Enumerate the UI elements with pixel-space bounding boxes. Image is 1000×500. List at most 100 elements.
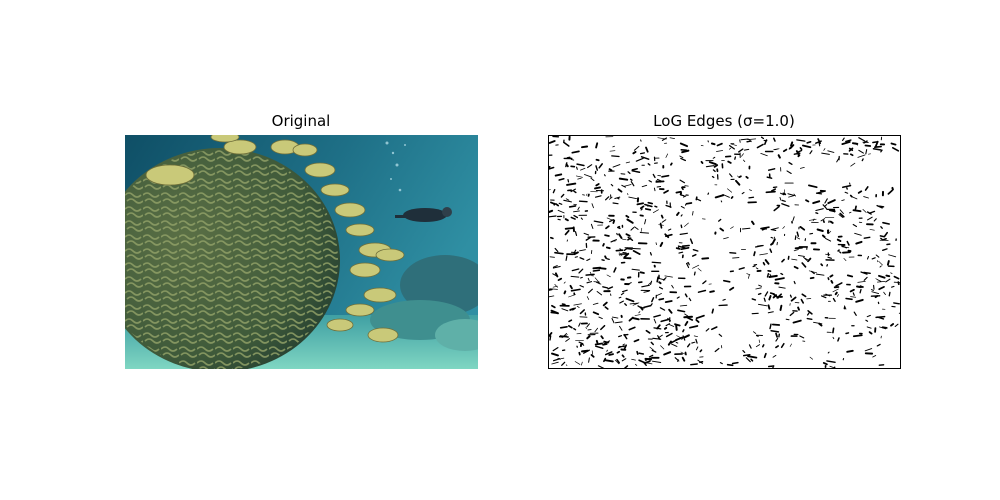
edge-stroke	[755, 344, 761, 348]
edge-stroke	[843, 257, 847, 261]
edge-stroke	[587, 288, 593, 294]
edge-stroke	[594, 186, 601, 190]
edge-stroke	[618, 233, 623, 239]
edge-stroke	[679, 142, 689, 148]
edge-stroke	[738, 267, 745, 270]
edge-stroke	[627, 237, 632, 241]
edge-stroke	[801, 144, 812, 149]
edge-stroke	[858, 149, 864, 154]
edge-stroke	[609, 150, 616, 152]
edge-stroke	[581, 145, 589, 149]
edge-stroke	[790, 296, 797, 302]
edge-stroke	[679, 179, 686, 184]
edge-stroke	[632, 317, 640, 321]
edge-stroke	[868, 210, 876, 214]
edge-stroke	[718, 333, 723, 337]
edge-stroke	[729, 286, 735, 291]
edge-stroke	[688, 297, 692, 302]
edge-stroke	[712, 156, 716, 159]
brain-coral	[125, 148, 340, 369]
edge-stroke	[552, 265, 558, 268]
edge-stroke	[815, 192, 823, 195]
edge-stroke	[787, 193, 795, 197]
edge-stroke	[641, 284, 650, 288]
edge-stroke	[636, 350, 639, 355]
edge-stroke	[618, 177, 629, 181]
edge-stroke	[628, 282, 632, 285]
edge-stroke	[762, 344, 765, 348]
edge-stroke	[772, 354, 777, 358]
edge-stroke	[628, 326, 636, 331]
edge-stroke	[761, 227, 767, 231]
edge-stroke	[732, 257, 740, 259]
edge-stroke	[643, 304, 652, 309]
edge-stroke	[663, 351, 672, 356]
edge-stroke	[716, 150, 724, 152]
edge-stroke	[854, 232, 862, 236]
edge-stroke	[603, 174, 606, 177]
edge-stroke	[626, 247, 633, 250]
edge-stroke	[735, 179, 741, 186]
edge-stroke	[837, 249, 840, 252]
edge-stroke	[760, 152, 768, 157]
edge-stroke	[863, 236, 871, 239]
edge-stroke	[726, 363, 734, 367]
edge-stroke	[792, 319, 802, 324]
edge-stroke	[658, 224, 664, 226]
edge-stroke	[841, 199, 845, 202]
edge-stroke	[669, 137, 675, 139]
edge-stroke	[663, 189, 669, 194]
edge-stroke	[557, 277, 563, 281]
edge-stroke	[854, 205, 857, 210]
edge-stroke	[621, 354, 625, 358]
edge-stroke	[799, 147, 803, 151]
edge-stroke	[604, 359, 614, 363]
edge-stroke	[807, 310, 813, 315]
edge-stroke	[630, 181, 635, 187]
edge-stroke	[768, 274, 778, 278]
edge-stroke	[869, 229, 875, 231]
edge-stroke	[846, 349, 854, 353]
edge-stroke	[886, 260, 890, 266]
edge-stroke	[605, 225, 610, 230]
edge-stroke	[890, 323, 895, 327]
edge-stroke	[639, 205, 645, 210]
edge-stroke	[751, 220, 755, 226]
edge-stroke	[639, 152, 646, 155]
edge-stroke	[689, 238, 694, 245]
edge-stroke	[730, 226, 734, 229]
edge-stroke	[745, 175, 749, 179]
edge-stroke	[825, 253, 831, 256]
edge-stroke	[758, 284, 763, 287]
edge-stroke	[656, 185, 662, 188]
edge-stroke	[710, 142, 716, 146]
edge-stroke	[627, 171, 631, 175]
edge-stroke	[712, 169, 716, 173]
edge-stroke	[855, 298, 864, 303]
edge-stroke	[751, 298, 757, 301]
edge-stroke	[693, 271, 696, 276]
edge-stroke	[626, 218, 634, 224]
edge-stroke	[608, 353, 614, 356]
edge-stroke	[708, 161, 717, 166]
edge-stroke	[594, 342, 603, 346]
edge-stroke	[681, 149, 690, 154]
edge-stroke	[651, 349, 657, 353]
edge-stroke	[634, 226, 639, 230]
edge-stroke	[566, 182, 577, 186]
edge-stroke	[743, 148, 750, 151]
edge-stroke	[580, 167, 586, 171]
edge-stroke	[610, 239, 617, 243]
edge-stroke	[773, 137, 776, 142]
edge-stroke	[757, 292, 762, 296]
edge-stroke	[894, 323, 899, 328]
edge-stroke	[618, 335, 623, 338]
edge-stroke	[653, 187, 656, 192]
edge-stroke	[631, 268, 640, 271]
edge-stroke	[868, 331, 873, 335]
edge-stroke	[796, 231, 800, 237]
edge-stroke	[836, 238, 842, 242]
edge-stroke	[621, 238, 627, 241]
edge-stroke	[872, 355, 877, 358]
edge-stroke	[598, 316, 603, 320]
